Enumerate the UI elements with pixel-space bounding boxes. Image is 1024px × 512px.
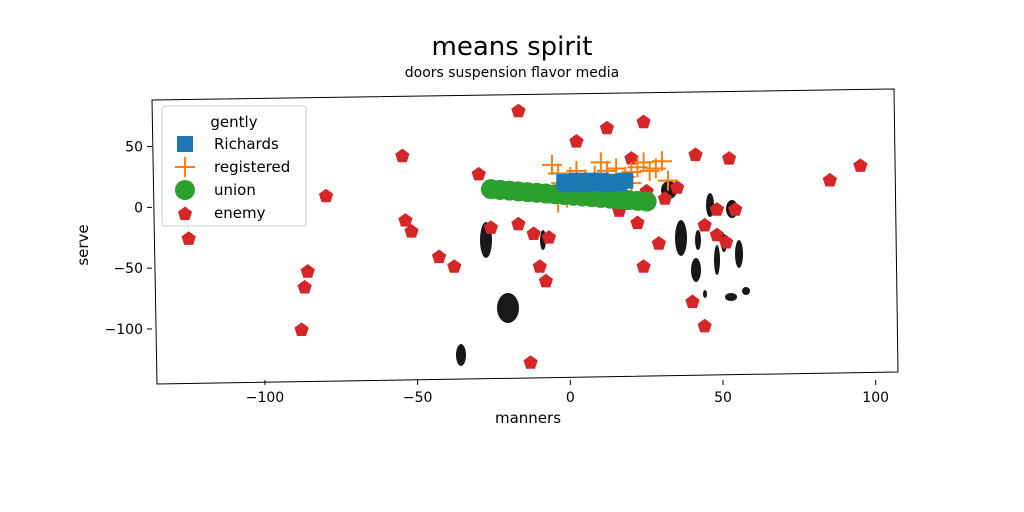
legend-marker-union [175,180,195,200]
point-enemy-19 [569,134,584,148]
point-enemy-30 [697,217,712,232]
y-tick-label: 50 [125,140,143,156]
point-enemy-6 [398,213,413,227]
x-tick-label: −100 [246,390,284,406]
point-enemy-24 [630,215,645,230]
legend-items: Richards registered union enemy [175,135,290,222]
point-richards-13 [583,172,600,189]
point-enemy-16 [538,273,553,288]
point-enemy-17 [541,230,557,244]
point-enemy-13 [511,216,526,231]
point-enemy-21 [636,114,651,129]
point-enemy-31 [685,294,700,309]
point-registered-15 [651,151,672,172]
ink-blot [691,258,701,282]
ink-blot [695,230,701,250]
point-enemy-37 [728,202,743,216]
point-enemy-26 [636,259,651,273]
legend-label-union: union [214,181,256,199]
point-enemy-39 [853,158,868,172]
ink-blot [703,290,707,298]
point-enemy-20 [599,120,615,135]
point-richards-14 [595,175,612,192]
y-tick-label: −50 [113,261,143,277]
y-tick-label: −100 [105,322,143,338]
point-enemy-27 [657,191,673,205]
point-enemy-2 [297,279,312,294]
data-marks [181,103,868,369]
point-enemy-8 [431,249,447,264]
point-enemy-25 [651,236,666,250]
point-enemy-28 [670,180,685,194]
legend-label-richards: Richards [214,135,279,153]
ink-blot [742,287,750,295]
x-axis-label: manners [495,409,561,427]
point-enemy-3 [294,322,309,336]
point-enemy-1 [300,264,315,278]
point-enemy-0 [181,231,196,245]
point-enemy-10 [471,166,486,181]
ink-blot [456,344,466,366]
axes-frame [151,88,899,385]
legend-label-enemy: enemy [214,204,266,222]
legend: gently Richards registered union enemy [161,105,307,227]
point-enemy-35 [722,151,737,165]
y-axis-label: serve [74,224,92,265]
ink-blot [714,245,720,275]
ink-blot [675,220,687,256]
legend-marker-richards [177,136,193,152]
x-tick-label: 50 [714,390,732,406]
point-enemy-34 [709,202,724,216]
point-union-17 [636,191,657,212]
point-enemy-38 [822,172,837,187]
point-enemy-32 [697,318,712,333]
y-tick-label: 0 [134,200,143,216]
point-enemy-15 [532,259,547,273]
chart-title: means spirit [431,32,593,62]
x-axis: −100 −50 0 50 100 [246,380,889,406]
ink-blot [497,293,519,323]
legend-marker-registered [175,157,195,177]
point-enemy-22 [624,151,639,165]
point-enemy-5 [395,148,410,163]
x-tick-label: 100 [862,390,889,406]
point-enemy-18 [523,355,538,369]
x-tick-label: 0 [566,390,575,406]
legend-label-registered: registered [214,158,290,176]
ink-blot [735,240,743,268]
point-enemy-29 [688,147,703,161]
point-enemy-9 [447,259,462,273]
x-tick-label: −50 [403,390,433,406]
legend-marker-enemy [177,206,193,221]
legend-box [161,105,307,227]
legend-title: gently [210,113,257,131]
chart-subtitle: doors suspension flavor media [404,65,620,81]
point-enemy-11 [483,220,499,234]
ink-blot [725,293,737,301]
point-richards-12 [571,175,588,192]
point-enemy-36 [718,234,734,249]
point-richards-11 [559,176,576,193]
point-enemy-12 [511,103,526,118]
point-enemy-7 [404,224,419,238]
point-enemy-4 [318,188,334,203]
point-enemy-14 [526,226,541,240]
point-registered-16 [658,170,679,191]
y-axis: 50 0 −50 −100 [105,140,152,338]
point-richards-15 [608,173,625,190]
point-enemy-33 [709,227,724,242]
